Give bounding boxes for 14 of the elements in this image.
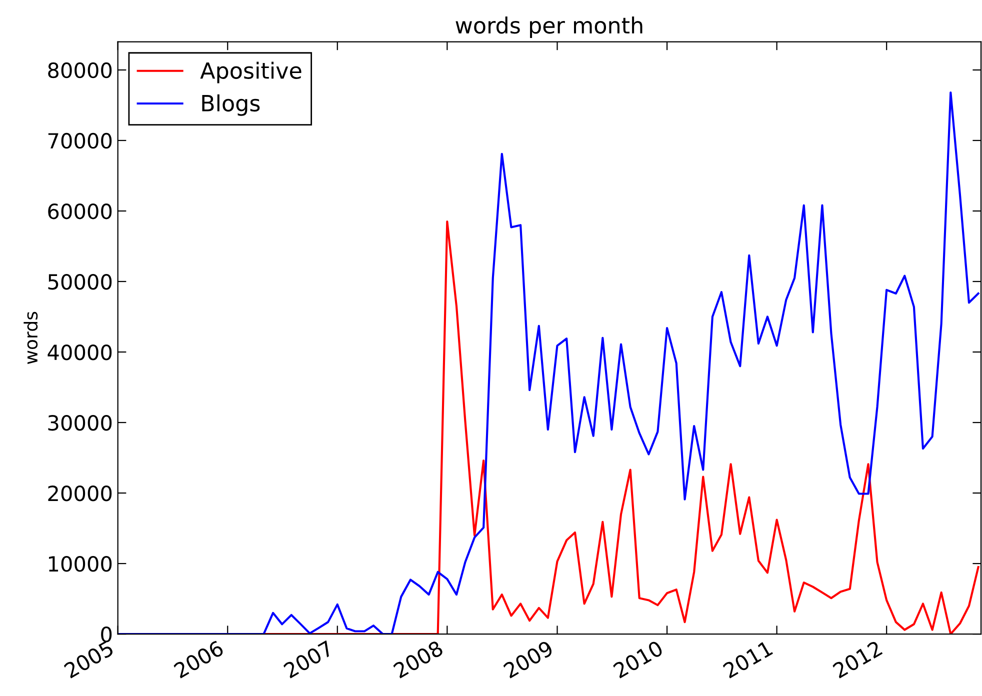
y-tick-label: 50000: [48, 274, 112, 290]
y-axis-title: words: [24, 312, 38, 364]
y-tick-label: 0: [101, 626, 112, 642]
legend-label: Apositive: [200, 62, 302, 84]
y-tick-label: 80000: [48, 62, 112, 78]
y-tick-label: 20000: [48, 485, 112, 502]
y-tick-label: 60000: [48, 203, 112, 220]
y-tick-label: 40000: [48, 344, 112, 360]
y-tick-label: 10000: [48, 556, 112, 572]
line-series: [118, 91, 980, 634]
y-tick-label: 30000: [48, 414, 112, 431]
y-tick-label: 70000: [48, 132, 112, 149]
legend-label: Blogs: [202, 94, 260, 116]
chart-title: words per month: [456, 16, 642, 38]
